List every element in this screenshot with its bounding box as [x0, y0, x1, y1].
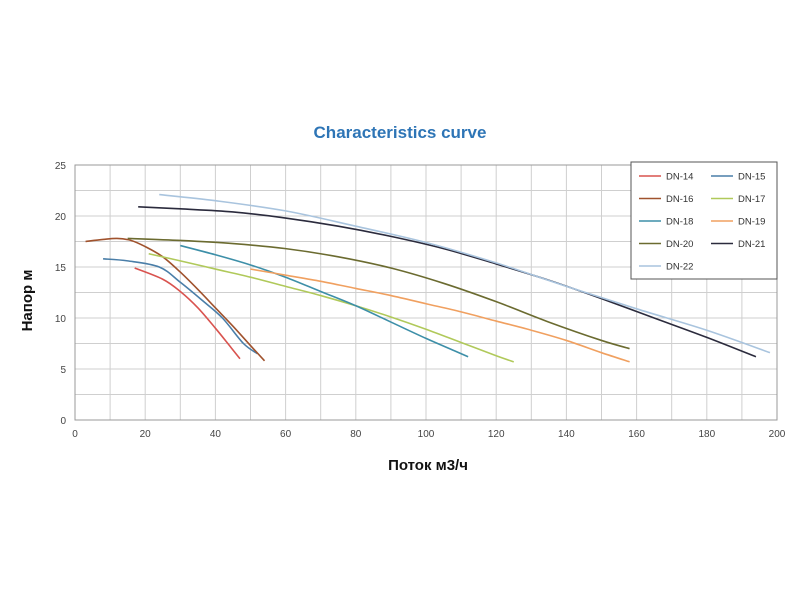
legend-label: DN-19 [738, 217, 765, 228]
series-line-dn-17 [148, 252, 515, 363]
x-tick-label: 200 [769, 429, 786, 440]
legend-label: DN-18 [666, 217, 693, 228]
x-tick-label: 40 [210, 429, 222, 440]
series-line-dn-14 [134, 267, 241, 360]
series-line-dn-18 [180, 244, 469, 358]
y-tick-label: 20 [55, 212, 67, 223]
legend-label: DN-20 [666, 239, 693, 250]
y-tick-label: 5 [60, 365, 66, 376]
series-line-dn-15 [103, 258, 258, 355]
y-tick-label: 15 [55, 263, 67, 274]
x-tick-label: 100 [418, 429, 435, 440]
x-tick-label: 0 [72, 429, 78, 440]
legend-label: DN-16 [666, 194, 693, 205]
plot-frame [74, 164, 778, 421]
x-tick-label: 180 [698, 429, 715, 440]
y-tick-label: 25 [55, 161, 67, 172]
x-tick-label: 20 [140, 429, 152, 440]
series-line-dn-21 [138, 206, 757, 358]
chart-title: Characteristics curve [313, 123, 487, 142]
y-tick-label: 0 [60, 416, 66, 427]
x-tick-label: 140 [558, 429, 575, 440]
series-line-dn-19 [250, 268, 630, 363]
x-tick-label: 160 [628, 429, 645, 440]
series-line-dn-22 [159, 193, 771, 354]
legend: DN-14 DN-15 DN-16 DN-17 DN-18 DN-19 DN-20 DN-21… [630, 161, 778, 280]
x-axis-label: Поток м3/ч [388, 457, 468, 474]
series-line-dn-20 [127, 237, 630, 350]
legend-label: DN-21 [738, 239, 765, 250]
legend-label: DN-15 [738, 172, 765, 183]
y-tick-labels: 0 5 10 15 20 25 [55, 161, 67, 427]
x-tick-label: 120 [488, 429, 505, 440]
series-lines [85, 193, 771, 363]
x-tick-label: 80 [350, 429, 362, 440]
legend-label: DN-14 [666, 172, 693, 183]
x-tick-labels: 0 20 40 60 80 100 120 140 160 180 200 [72, 429, 786, 440]
y-axis-label: Напор м [19, 270, 36, 332]
x-tick-label: 60 [280, 429, 292, 440]
y-tick-label: 10 [55, 314, 67, 325]
series-line-dn-16 [85, 237, 266, 362]
legend-label: DN-22 [666, 262, 693, 273]
legend-label: DN-17 [738, 194, 765, 205]
